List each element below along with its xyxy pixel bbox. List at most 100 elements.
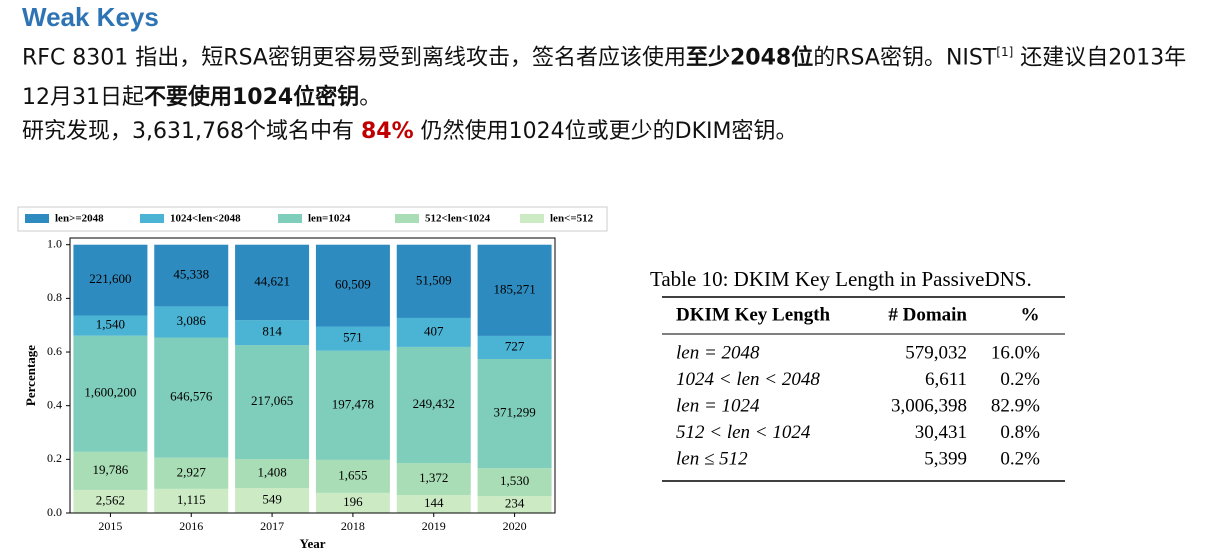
bar-segment: [154, 488, 229, 513]
bar-segment: [315, 326, 390, 351]
text-run: 不要使用1024位密钥: [144, 85, 360, 111]
bar-segment: [235, 345, 310, 460]
data-label: 1,408: [257, 465, 286, 480]
table-caption: Table 10: DKIM Key Length in PassiveDNS.: [650, 267, 1032, 291]
x-tick-label: 2019: [422, 519, 446, 533]
bar-segment: [396, 495, 471, 513]
paragraph: RFC 8301 指出，短RSA密钥更容易受到离线攻击，签名者应该使用至少204…: [22, 32, 1192, 118]
x-axis-label: Year: [300, 536, 326, 551]
text-run: 至少2048位: [686, 45, 814, 71]
data-label: 196: [343, 494, 363, 509]
data-label: 3,086: [177, 313, 207, 328]
data-label: 60,509: [335, 277, 371, 292]
bar-segment: [315, 459, 390, 493]
legend-swatch: [520, 214, 544, 223]
y-tick-label: 0.8: [47, 290, 62, 304]
bar-segment: [477, 244, 552, 336]
data-label: 1,655: [338, 467, 367, 482]
x-tick-label: 2016: [179, 519, 203, 533]
bar-segment: [477, 468, 552, 497]
table-cell: 82.9%: [991, 395, 1040, 416]
bar-segment: [477, 496, 552, 513]
legend-label: 1024<len<2048: [170, 213, 241, 225]
data-label: 727: [505, 338, 525, 353]
table-cell: 0.2%: [1000, 448, 1040, 469]
bar-segment: [235, 320, 310, 346]
data-label: 646,576: [170, 389, 213, 404]
bar-segment: [73, 489, 148, 513]
table-cell: len = 2048: [676, 342, 760, 363]
data-label: 2,927: [177, 464, 207, 479]
bar-segment: [73, 451, 148, 490]
data-label: 144: [424, 495, 444, 510]
x-tick-label: 2017: [260, 519, 284, 533]
data-label: 197,478: [332, 396, 374, 411]
data-label: 221,600: [89, 271, 131, 286]
text-run: 84%: [360, 119, 414, 144]
table-cell: 0.8%: [1000, 422, 1040, 443]
data-label: 51,509: [416, 272, 452, 287]
table-header: %: [1021, 304, 1040, 325]
bar-segment: [235, 459, 310, 489]
table-cell: 1024 < len < 2048: [676, 369, 820, 390]
data-label: 2,562: [96, 492, 125, 507]
text-run: 还建议自2013年12月31日起: [22, 45, 1187, 111]
bar-segment: [477, 335, 552, 359]
x-tick-label: 2015: [98, 519, 122, 533]
text-run: RFC 8301 指出，短RSA密钥更容易受到离线攻击，签名者应该使用: [22, 45, 686, 71]
bar-segment: [477, 359, 552, 469]
y-axis-label: Percentage: [23, 345, 38, 406]
y-tick-label: 0.2: [47, 451, 62, 465]
data-label: 185,271: [493, 281, 535, 296]
text-run: 研究发现，3,631,768个域名中有: [22, 119, 361, 144]
table-cell: 30,431: [915, 422, 967, 443]
bar-segment: [315, 244, 390, 327]
table-header: # Domain: [888, 304, 967, 325]
y-tick-label: 0.4: [47, 397, 62, 411]
table-cell: 16.0%: [991, 342, 1040, 363]
data-label: 1,540: [96, 317, 125, 332]
data-label: 217,065: [251, 393, 293, 408]
data-label: 1,372: [419, 470, 448, 485]
legend-label: len>=2048: [55, 213, 104, 225]
bar-segment: [73, 315, 148, 336]
table-cell: 512 < len < 1024: [676, 422, 811, 443]
data-label: 549: [262, 492, 282, 507]
bar-segment: [154, 244, 229, 307]
text-run: [1]: [996, 45, 1014, 59]
table-cell: 3,006,398: [891, 395, 967, 416]
bar-segment: [396, 244, 471, 318]
table-cell: len ≤ 512: [676, 448, 748, 469]
x-tick-label: 2018: [341, 519, 365, 533]
legend-box: [17, 206, 608, 232]
legend-swatch: [395, 214, 419, 223]
legend-label: len<=512: [550, 213, 594, 225]
plot-frame: [69, 237, 556, 514]
data-label: 571: [343, 330, 363, 345]
y-tick-label: 0.0: [47, 505, 62, 519]
data-label: 371,299: [493, 405, 535, 420]
table-cell: 6,611: [925, 369, 967, 390]
data-label: 234: [505, 496, 525, 511]
bar-segment: [73, 335, 148, 452]
bar-segment: [315, 350, 390, 460]
x-tick-label: 2020: [503, 519, 527, 533]
legend-swatch: [25, 214, 49, 223]
text-run: 的RSA密钥。NIST: [813, 45, 997, 71]
bar-segment: [154, 337, 229, 458]
legend-swatch: [140, 214, 164, 223]
bar-segment: [396, 317, 471, 347]
table-cell: 0.2%: [1000, 369, 1040, 390]
table-cell: len = 1024: [676, 395, 760, 416]
bar-segment: [396, 463, 471, 496]
bar-segment: [154, 306, 229, 338]
bar-segment: [315, 492, 390, 513]
table-cell: 579,032: [905, 342, 967, 363]
table-cell: 5,399: [924, 448, 967, 469]
y-tick-label: 0.6: [47, 344, 62, 358]
legend-swatch: [278, 214, 302, 223]
data-label: 1,600,200: [84, 385, 136, 400]
data-label: 44,621: [254, 273, 290, 288]
